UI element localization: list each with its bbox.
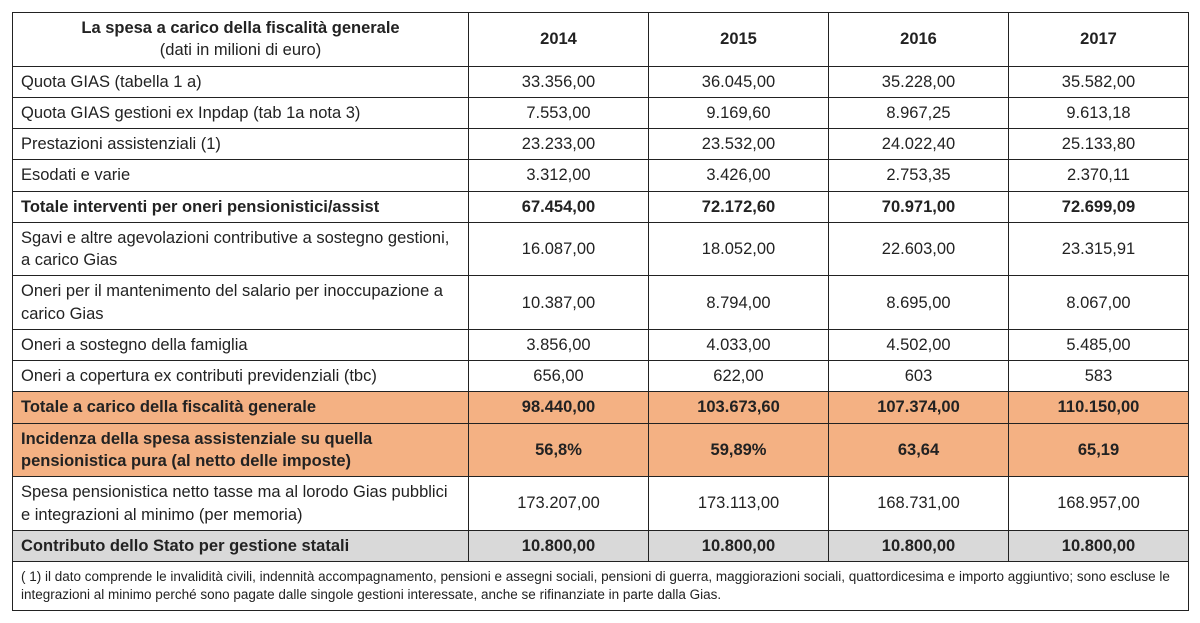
row-value: 168.957,00 — [1009, 477, 1189, 531]
col-year-2: 2016 — [829, 13, 1009, 67]
row-label: Esodati e varie — [13, 160, 469, 191]
table-row: Esodati e varie3.312,003.426,002.753,352… — [13, 160, 1189, 191]
row-value: 8.067,00 — [1009, 276, 1189, 330]
row-value: 22.603,00 — [829, 222, 1009, 276]
row-value: 168.731,00 — [829, 477, 1009, 531]
table-row: Contributo dello Stato per gestione stat… — [13, 530, 1189, 561]
row-value: 23.532,00 — [649, 129, 829, 160]
table-subtitle: (dati in milioni di euro) — [21, 39, 460, 61]
row-label: Incidenza della spesa assistenziale su q… — [13, 423, 469, 477]
row-value: 9.169,60 — [649, 97, 829, 128]
row-label: Prestazioni assistenziali (1) — [13, 129, 469, 160]
row-value: 656,00 — [469, 361, 649, 392]
row-value: 10.800,00 — [1009, 530, 1189, 561]
row-value: 10.387,00 — [469, 276, 649, 330]
table-row: Oneri a sostegno della famiglia3.856,004… — [13, 329, 1189, 360]
row-value: 2.753,35 — [829, 160, 1009, 191]
table-row: Spesa pensionistica netto tasse ma al lo… — [13, 477, 1189, 531]
row-value: 36.045,00 — [649, 66, 829, 97]
row-value: 8.695,00 — [829, 276, 1009, 330]
row-label: Sgavi e altre agevolazioni contributive … — [13, 222, 469, 276]
row-label: Quota GIAS (tabella 1 a) — [13, 66, 469, 97]
row-value: 35.228,00 — [829, 66, 1009, 97]
table-row: Quota GIAS (tabella 1 a)33.356,0036.045,… — [13, 66, 1189, 97]
row-value: 8.794,00 — [649, 276, 829, 330]
row-value: 56,8% — [469, 423, 649, 477]
row-value: 9.613,18 — [1009, 97, 1189, 128]
row-value: 107.374,00 — [829, 392, 1009, 423]
row-value: 3.312,00 — [469, 160, 649, 191]
row-value: 35.582,00 — [1009, 66, 1189, 97]
row-value: 23.315,91 — [1009, 222, 1189, 276]
row-value: 603 — [829, 361, 1009, 392]
row-value: 63,64 — [829, 423, 1009, 477]
col-year-1: 2015 — [649, 13, 829, 67]
row-value: 25.133,80 — [1009, 129, 1189, 160]
table-footnote: ( 1) il dato comprende le invalidità civ… — [13, 562, 1189, 611]
table-row: Oneri a copertura ex contributi previden… — [13, 361, 1189, 392]
row-value: 65,19 — [1009, 423, 1189, 477]
row-value: 70.971,00 — [829, 191, 1009, 222]
row-label: Totale a carico della fiscalità generale — [13, 392, 469, 423]
table-row: Sgavi e altre agevolazioni contributive … — [13, 222, 1189, 276]
row-label: Oneri a copertura ex contributi previden… — [13, 361, 469, 392]
table-title-cell: La spesa a carico della fiscalità genera… — [13, 13, 469, 67]
row-value: 33.356,00 — [469, 66, 649, 97]
row-value: 173.113,00 — [649, 477, 829, 531]
row-value: 583 — [1009, 361, 1189, 392]
row-label: Quota GIAS gestioni ex Inpdap (tab 1a no… — [13, 97, 469, 128]
table-row: Oneri per il mantenimento del salario pe… — [13, 276, 1189, 330]
row-value: 4.033,00 — [649, 329, 829, 360]
row-value: 110.150,00 — [1009, 392, 1189, 423]
row-value: 8.967,25 — [829, 97, 1009, 128]
row-value: 10.800,00 — [649, 530, 829, 561]
row-value: 98.440,00 — [469, 392, 649, 423]
fiscal-table: La spesa a carico della fiscalità genera… — [12, 12, 1189, 611]
table-body: Quota GIAS (tabella 1 a)33.356,0036.045,… — [13, 66, 1189, 562]
table-row: Quota GIAS gestioni ex Inpdap (tab 1a no… — [13, 97, 1189, 128]
row-value: 173.207,00 — [469, 477, 649, 531]
table-row: Prestazioni assistenziali (1)23.233,0023… — [13, 129, 1189, 160]
row-value: 3.856,00 — [469, 329, 649, 360]
row-value: 24.022,40 — [829, 129, 1009, 160]
table-title: La spesa a carico della fiscalità genera… — [81, 19, 399, 37]
table-row: Totale a carico della fiscalità generale… — [13, 392, 1189, 423]
table-row: Totale interventi per oneri pensionistic… — [13, 191, 1189, 222]
row-label: Contributo dello Stato per gestione stat… — [13, 530, 469, 561]
col-year-0: 2014 — [469, 13, 649, 67]
row-value: 10.800,00 — [469, 530, 649, 561]
row-value: 4.502,00 — [829, 329, 1009, 360]
row-value: 622,00 — [649, 361, 829, 392]
row-value: 23.233,00 — [469, 129, 649, 160]
row-value: 59,89% — [649, 423, 829, 477]
table-row: Incidenza della spesa assistenziale su q… — [13, 423, 1189, 477]
row-value: 103.673,60 — [649, 392, 829, 423]
col-year-3: 2017 — [1009, 13, 1189, 67]
row-value: 10.800,00 — [829, 530, 1009, 561]
row-value: 72.699,09 — [1009, 191, 1189, 222]
row-label: Oneri per il mantenimento del salario pe… — [13, 276, 469, 330]
row-value: 18.052,00 — [649, 222, 829, 276]
row-value: 5.485,00 — [1009, 329, 1189, 360]
row-value: 3.426,00 — [649, 160, 829, 191]
row-label: Oneri a sostegno della famiglia — [13, 329, 469, 360]
row-value: 16.087,00 — [469, 222, 649, 276]
row-label: Spesa pensionistica netto tasse ma al lo… — [13, 477, 469, 531]
row-value: 7.553,00 — [469, 97, 649, 128]
row-value: 72.172,60 — [649, 191, 829, 222]
row-value: 2.370,11 — [1009, 160, 1189, 191]
row-label: Totale interventi per oneri pensionistic… — [13, 191, 469, 222]
row-value: 67.454,00 — [469, 191, 649, 222]
